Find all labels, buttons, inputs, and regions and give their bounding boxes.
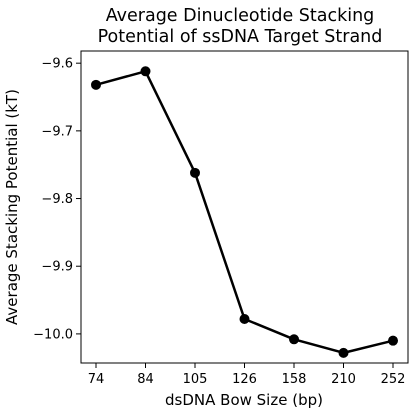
x-tick-label: 105 — [183, 372, 208, 387]
chart-title-line-2: Potential of ssDNA Target Strand — [98, 27, 383, 47]
y-tick-label: −9.7 — [41, 124, 73, 139]
x-tick-label: 74 — [88, 372, 105, 387]
data-point — [91, 79, 101, 90]
data-point — [338, 347, 349, 358]
chart-title-line-1: Average Dinucleotide Stacking — [106, 6, 375, 26]
x-tick-label: 252 — [381, 372, 406, 387]
x-axis-label: dsDNA Bow Size (bp) — [165, 391, 323, 409]
series-line — [95, 70, 394, 355]
x-tick-label: 84 — [137, 372, 154, 387]
y-tick-label: −9.8 — [41, 192, 73, 207]
y-axis-ticks: −9.6 −9.7 −9.8 −9.9 −10.0 — [33, 57, 81, 342]
x-tick-label: 126 — [232, 372, 257, 387]
data-point — [289, 334, 299, 345]
series-group — [91, 66, 398, 358]
data-point — [388, 335, 398, 346]
x-axis-ticks: 74 84 105 126 158 210 252 — [88, 363, 406, 387]
data-point — [239, 314, 250, 325]
data-point — [140, 66, 151, 77]
y-axis-label: Average Stacking Potential (kT) — [3, 89, 21, 325]
x-tick-label: 158 — [282, 372, 307, 387]
y-tick-label: −9.9 — [41, 260, 73, 275]
x-tick-label: 210 — [331, 372, 356, 387]
y-tick-label: −10.0 — [33, 327, 73, 342]
y-tick-label: −9.6 — [41, 57, 73, 72]
data-point — [190, 167, 200, 178]
